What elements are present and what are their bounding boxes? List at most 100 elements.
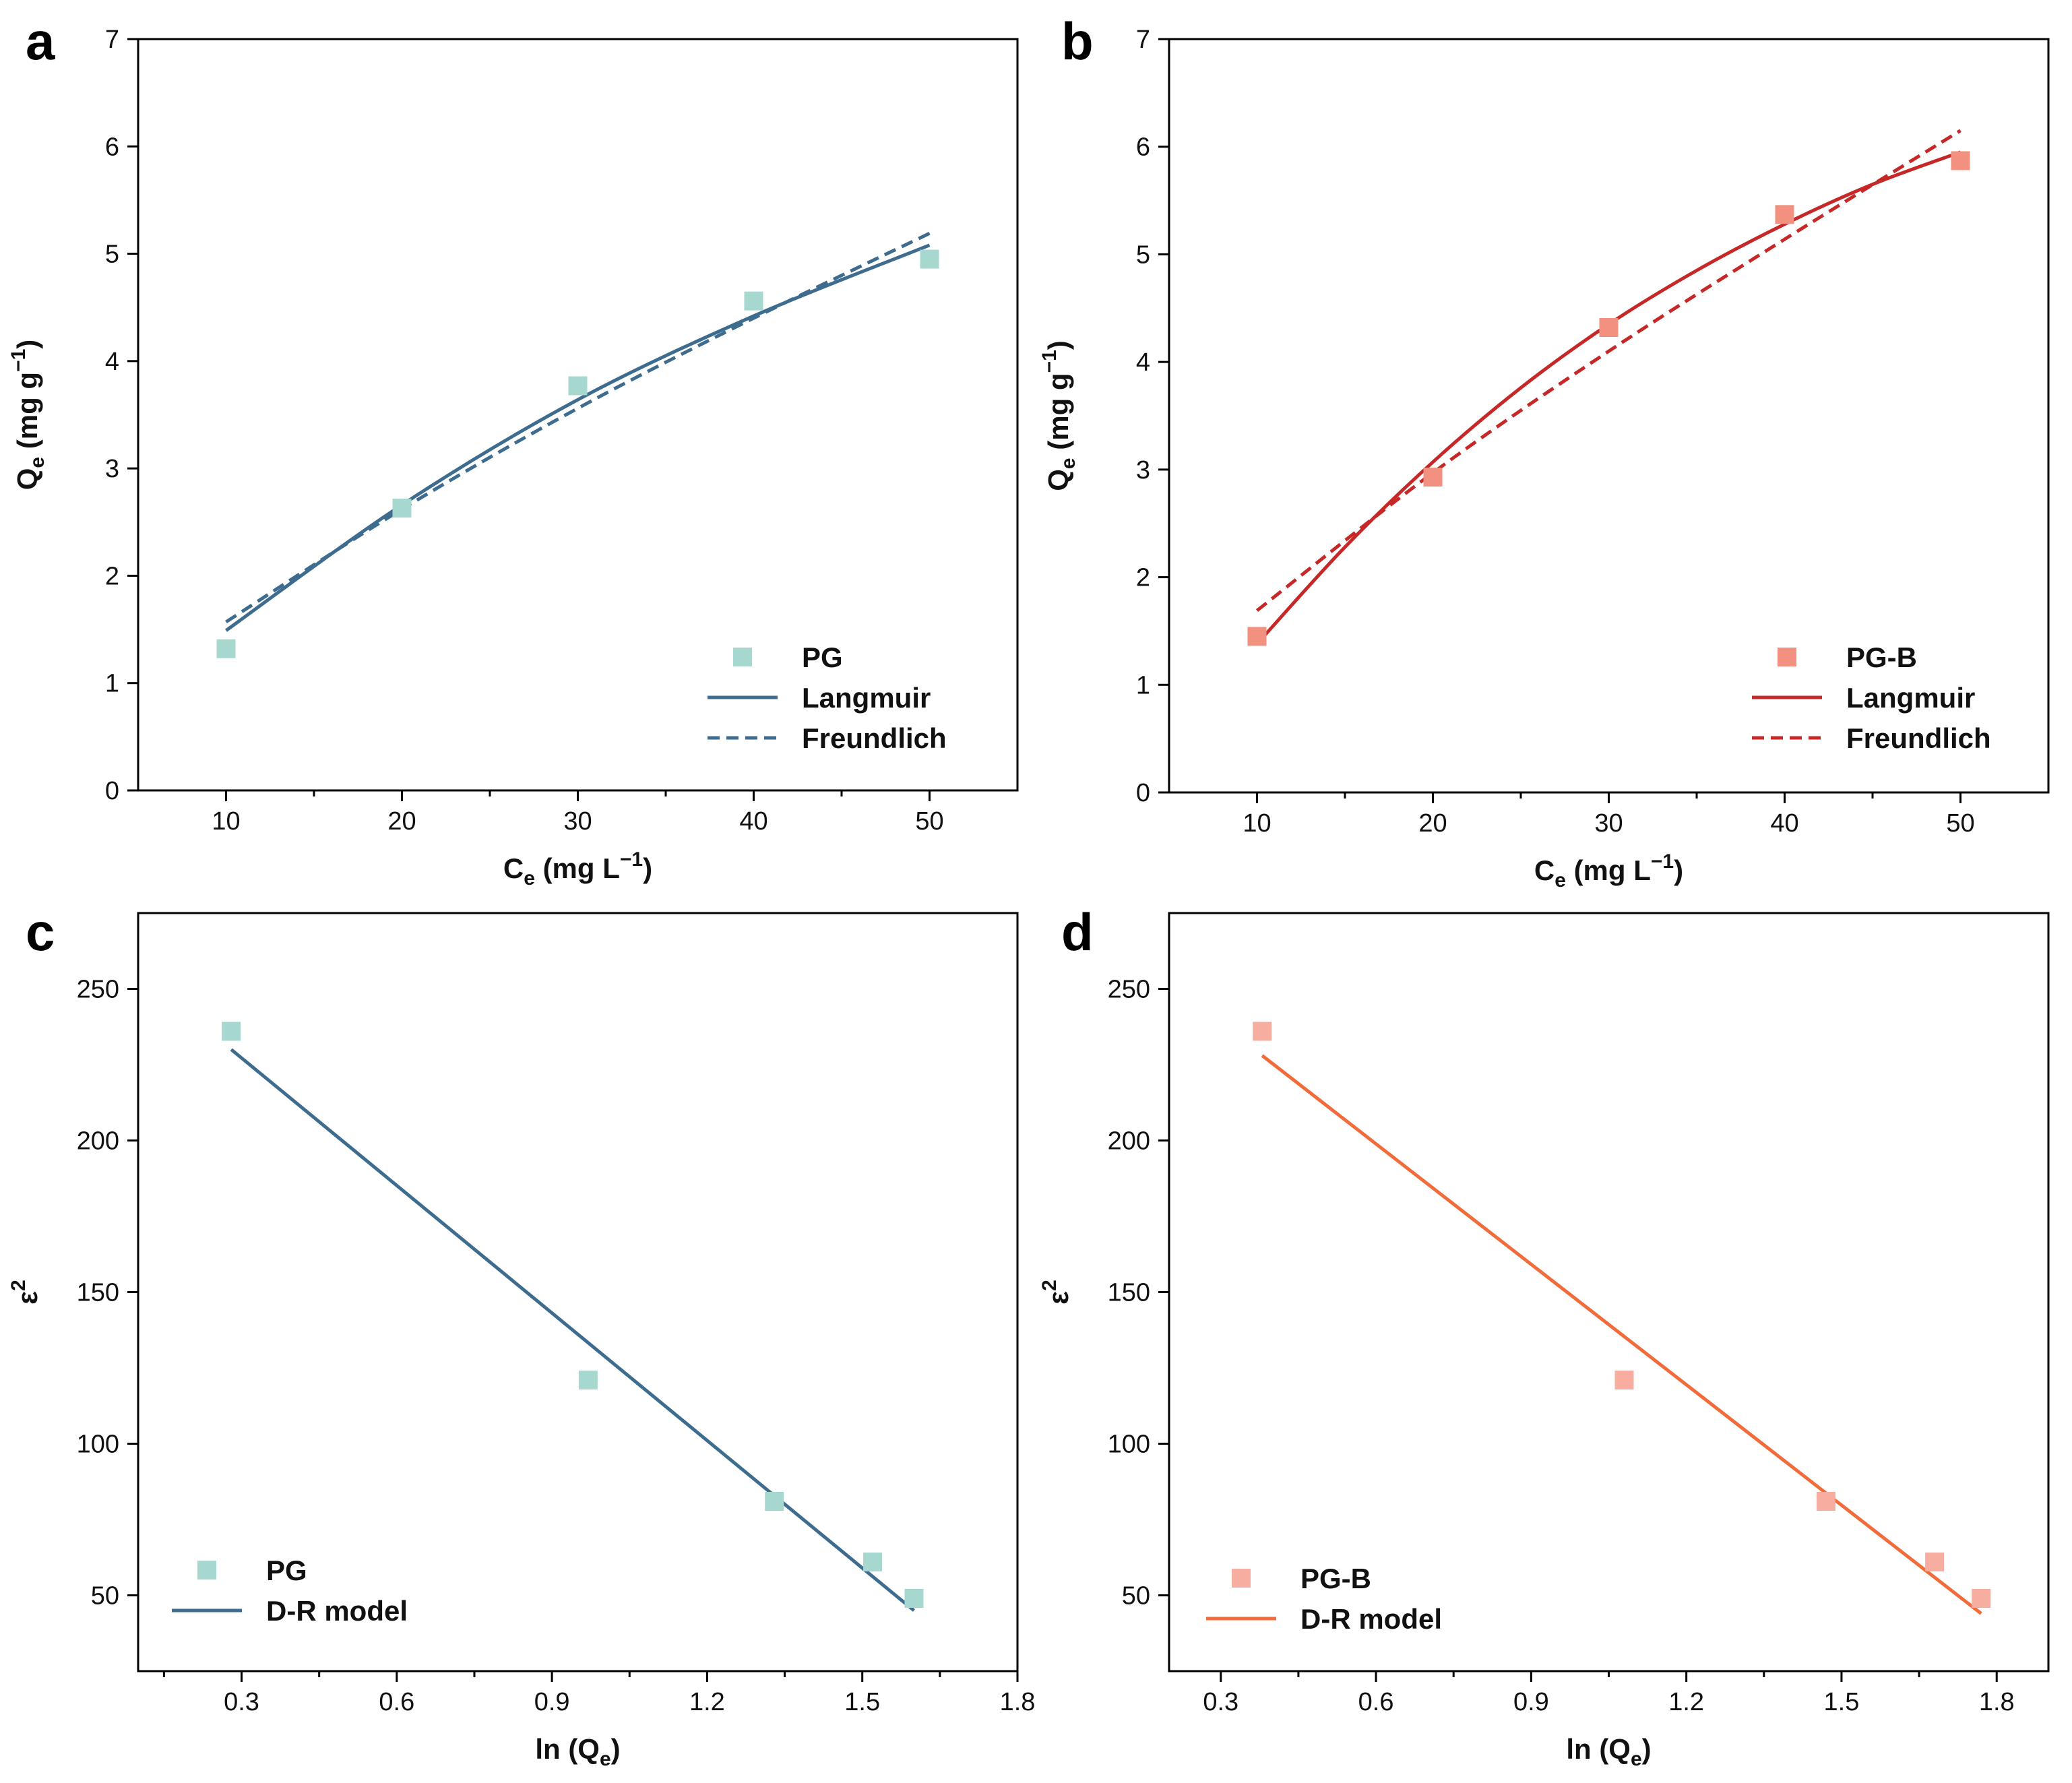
y-tick-label: 7: [105, 26, 119, 54]
data-point: [920, 249, 939, 269]
y-tick-label: 50: [91, 1582, 119, 1610]
y-tick-label: 2: [1136, 564, 1150, 592]
y-axis-label: ε2: [7, 1280, 43, 1305]
series-line-langmuir: [1255, 150, 1961, 646]
legend: PG D-R model: [172, 1555, 408, 1627]
data-point: [1972, 1589, 1991, 1608]
panel-b: b 10 20 30 40 50 0 1 2 3 4 5 6 7 Ce (mg L−1) Qe (mg g−1…: [1038, 11, 2050, 892]
data-point: [1816, 1492, 1835, 1511]
y-tick-label: 2: [105, 562, 119, 590]
series-line-freundlich: [225, 232, 931, 624]
y-tick-label: 3: [1136, 456, 1150, 484]
x-tick-label: 0.6: [1358, 1688, 1394, 1716]
y-tick-label: 1: [105, 670, 119, 698]
series-line-d-r-model: [230, 1048, 916, 1612]
data-point: [1247, 627, 1267, 646]
x-axis-label: Ce (mg L−1): [1534, 850, 1683, 892]
y-tick-label: 0: [105, 777, 119, 805]
y-tick-label: 4: [105, 348, 119, 376]
panel-d: d 0.3 0.6 0.9 1.2 1.5 1.8 50 100 150 200 250 ln (Qe)…: [1038, 902, 2050, 1770]
panel-c: c 0.3 0.6 0.9 1.2 1.5 1.8 50 100 150 200 250 ln (Qe)…: [7, 902, 1035, 1770]
x-tick-label: 1.8: [1979, 1688, 2015, 1716]
x-tick-label: 0.9: [534, 1688, 570, 1716]
plot-frame: [1168, 38, 2050, 794]
y-tick-label: 150: [77, 1279, 119, 1307]
y-tick-label: 5: [1136, 241, 1150, 269]
legend-marker: [1778, 648, 1796, 666]
panel-a: a 10 20 30 40 50 0 1 2 3 4 5 6 7 Ce (mg L−1) Qe (mg g−1…: [7, 11, 1019, 889]
x-tick-label: 30: [563, 807, 592, 836]
legend-label: Freundlich: [1846, 722, 1991, 754]
y-tick-label: 100: [77, 1431, 119, 1459]
legend: PG-B Langmuir Freundlich: [1752, 642, 1991, 754]
data-point: [222, 1022, 241, 1041]
data-point: [1253, 1022, 1272, 1041]
legend-label: Langmuir: [1846, 682, 1975, 714]
y-axis-label: ε2: [1038, 1280, 1074, 1305]
data-point: [216, 639, 236, 658]
x-tick-label: 1.5: [844, 1688, 880, 1716]
legend-label: PG-B: [1300, 1563, 1371, 1594]
y-tick-label: 200: [1108, 1127, 1150, 1156]
data-point: [578, 1371, 598, 1389]
y-tick-label: 4: [1136, 348, 1150, 377]
y-axis-label: Qe (mg g−1): [7, 340, 49, 491]
x-tick-label: 40: [739, 807, 767, 836]
series-line-langmuir: [225, 243, 931, 632]
x-tick-label: 0.3: [224, 1688, 259, 1716]
legend-label: Langmuir: [802, 682, 931, 714]
x-tick-label: 0.3: [1203, 1688, 1238, 1716]
y-tick-label: 250: [77, 976, 119, 1004]
x-tick-label: 40: [1770, 809, 1798, 838]
panel-letter: a: [26, 11, 55, 71]
y-tick-label: 100: [1108, 1431, 1150, 1459]
legend-label: PG: [802, 642, 843, 673]
x-axis-label: Ce (mg L−1): [503, 848, 652, 889]
legend-marker: [197, 1561, 216, 1579]
panel-letter: c: [26, 902, 55, 962]
data-point: [904, 1589, 924, 1608]
x-tick-label: 10: [1243, 809, 1271, 838]
data-point: [1925, 1553, 1945, 1571]
legend-label: D-R model: [1300, 1603, 1442, 1635]
data-point: [744, 291, 763, 311]
x-tick-label: 10: [212, 807, 240, 836]
legend-marker: [1232, 1569, 1251, 1588]
data-point: [568, 376, 588, 396]
x-tick-label: 30: [1594, 809, 1623, 838]
x-tick-label: 1.8: [1000, 1688, 1036, 1716]
y-axis-label: Qe (mg g−1): [1038, 340, 1079, 491]
legend: PG-B D-R model: [1206, 1563, 1442, 1635]
panel-letter: b: [1061, 11, 1094, 71]
data-point: [1775, 205, 1794, 224]
series-line-freundlich: [1255, 129, 1961, 613]
y-tick-label: 1: [1136, 671, 1150, 699]
x-tick-label: 1.2: [1668, 1688, 1704, 1716]
plot-frame: [1168, 912, 2050, 1672]
legend-label: PG: [266, 1555, 307, 1586]
y-tick-label: 7: [1136, 26, 1150, 54]
plot-frame: [137, 38, 1019, 792]
y-tick-label: 6: [105, 133, 119, 161]
y-tick-label: 200: [77, 1127, 119, 1156]
x-tick-label: 0.9: [1513, 1688, 1549, 1716]
x-axis-label: ln (Qe): [1566, 1733, 1651, 1770]
legend-label: PG-B: [1846, 642, 1917, 673]
y-tick-label: 3: [105, 455, 119, 483]
data-point: [765, 1492, 784, 1511]
y-tick-label: 5: [105, 241, 119, 269]
x-tick-label: 50: [1946, 809, 1974, 838]
legend-marker: [733, 648, 752, 666]
series-line-d-r-model: [1261, 1054, 1982, 1615]
y-tick-label: 150: [1108, 1279, 1150, 1307]
legend-label: Freundlich: [802, 722, 947, 754]
x-tick-label: 1.5: [1824, 1688, 1860, 1716]
data-point: [1599, 318, 1619, 338]
data-point: [1951, 151, 1970, 170]
data-point: [863, 1553, 883, 1571]
panel-letter: d: [1061, 902, 1094, 962]
x-tick-label: 20: [387, 807, 416, 836]
x-tick-label: 1.2: [689, 1688, 725, 1716]
x-tick-label: 0.6: [379, 1688, 414, 1716]
